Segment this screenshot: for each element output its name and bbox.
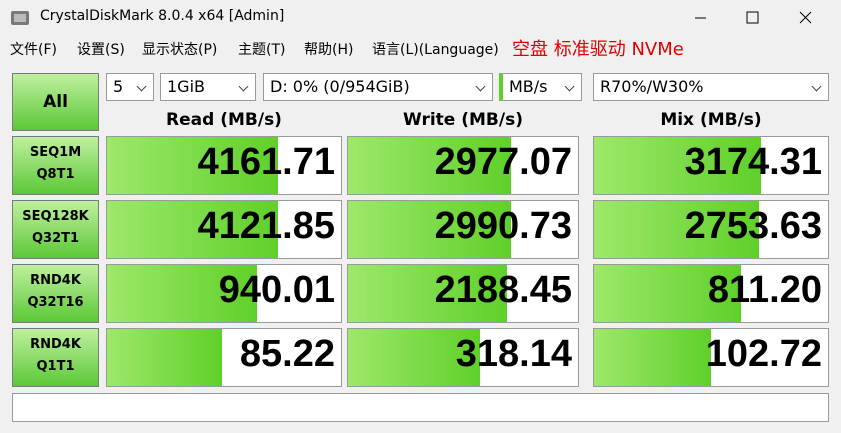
mix-select[interactable]: R70%/W30% xyxy=(593,73,829,101)
score-bar xyxy=(594,201,760,258)
test-label: SEQ128K xyxy=(22,209,89,224)
test-button[interactable]: RND4K Q32T16 xyxy=(12,264,99,323)
column-header: Read (MB/s) xyxy=(166,110,282,130)
test-label: Q8T1 xyxy=(36,167,75,182)
score-bar xyxy=(107,265,257,322)
score-value: 3174.31 xyxy=(684,141,822,183)
test-button[interactable]: SEQ1M Q8T1 xyxy=(12,136,99,195)
score-bar xyxy=(107,201,278,258)
score-bar xyxy=(348,265,508,322)
score-value: 2188.45 xyxy=(434,269,572,311)
count-select[interactable]: 5 xyxy=(106,73,154,101)
score-bar xyxy=(348,329,480,386)
menu-item[interactable]: 文件(F) xyxy=(10,42,57,58)
score-value: 811.20 xyxy=(707,269,822,311)
size-select[interactable]: 1GiB xyxy=(160,73,256,101)
menu-item[interactable]: 主题(T) xyxy=(238,42,286,58)
test-button[interactable]: RND4K Q1T1 xyxy=(12,328,99,387)
result-cell: 2188.45 xyxy=(347,264,579,323)
column-header: Mix (MB/s) xyxy=(660,110,762,130)
test-button[interactable]: SEQ128K Q32T1 xyxy=(12,200,99,259)
menu-item[interactable]: 帮助(H) xyxy=(304,42,354,58)
score-bar xyxy=(594,265,742,322)
unit-select[interactable]: MB/s xyxy=(499,73,582,101)
banner: 空盘 标准驱动 NVMe xyxy=(512,39,684,60)
score-bar xyxy=(107,329,222,386)
score-bar xyxy=(348,137,512,194)
result-cell: 3174.31 xyxy=(593,136,829,195)
score-value: 2977.07 xyxy=(434,141,572,183)
test-label: Q1T1 xyxy=(36,359,75,374)
result-cell: 2977.07 xyxy=(347,136,579,195)
result-cell: 811.20 xyxy=(593,264,829,323)
result-cell: 102.72 xyxy=(593,328,829,387)
result-cell: 318.14 xyxy=(347,328,579,387)
score-value: 940.01 xyxy=(218,269,335,311)
result-cell: 2753.63 xyxy=(593,200,829,259)
menu-item[interactable]: 语言(L)(Language) xyxy=(372,42,499,58)
test-label: SEQ1M xyxy=(29,145,82,160)
menu-item[interactable]: 设置(S) xyxy=(77,42,125,58)
test-label: RND4K xyxy=(30,273,81,288)
window-controls[interactable] xyxy=(690,8,830,28)
score-value: 318.14 xyxy=(455,333,572,375)
score-value: 2753.63 xyxy=(684,205,822,247)
result-cell: 4161.71 xyxy=(106,136,342,195)
result-cell: 4121.85 xyxy=(106,200,342,259)
all-button[interactable]: All xyxy=(12,73,99,131)
score-value: 4161.71 xyxy=(197,141,335,183)
score-bar xyxy=(594,329,712,386)
column-header: Write (MB/s) xyxy=(403,110,523,130)
test-label: RND4K xyxy=(30,337,81,352)
drive-select[interactable]: D: 0% (0/954GiB) xyxy=(263,73,493,101)
score-value: 102.72 xyxy=(705,333,822,375)
score-value: 2990.73 xyxy=(434,205,572,247)
score-bar xyxy=(594,137,762,194)
window-title: CrystalDiskMark 8.0.4 x64 [Admin] xyxy=(40,8,285,24)
score-bar xyxy=(107,137,279,194)
comment-box[interactable] xyxy=(12,393,829,422)
app-icon xyxy=(11,11,29,25)
result-cell: 940.01 xyxy=(106,264,342,323)
result-cell: 2990.73 xyxy=(347,200,579,259)
menu-item[interactable]: 显示状态(P) xyxy=(142,42,218,58)
test-label: Q32T16 xyxy=(27,295,84,310)
score-value: 85.22 xyxy=(239,333,335,375)
test-label: Q32T1 xyxy=(31,231,80,246)
result-cell: 85.22 xyxy=(106,328,342,387)
score-value: 4121.85 xyxy=(197,205,335,247)
score-bar xyxy=(348,201,512,258)
